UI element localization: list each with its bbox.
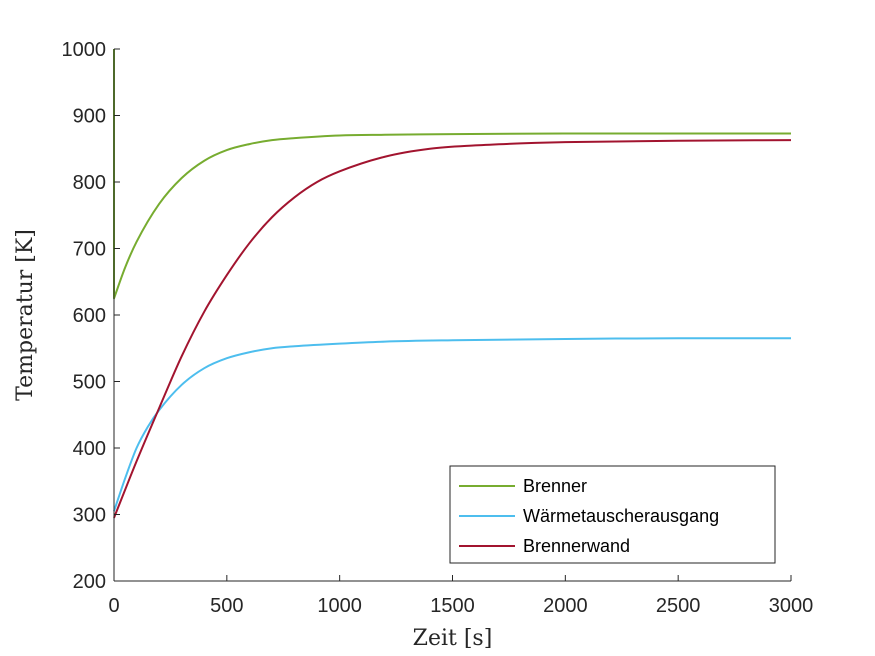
series-line-1	[113, 49, 791, 300]
y-tick-label: 800	[73, 172, 106, 194]
legend-label: Brennerwand	[523, 536, 630, 556]
x-axis-label: Zeit [s]	[413, 626, 493, 651]
y-tick-label: 300	[73, 505, 106, 527]
y-tick-label: 200	[73, 571, 106, 593]
legend-entries: Brenner Wärmetauscherausgang Brennerwand	[459, 476, 719, 556]
y-tick-label: 900	[73, 106, 106, 128]
legend-label: Brenner	[523, 476, 587, 496]
x-tick-label: 2000	[543, 595, 588, 617]
y-tick-label: 1000	[62, 39, 107, 61]
series-layer	[113, 49, 792, 519]
x-tick-label: 0	[108, 595, 119, 617]
series-line-3	[113, 139, 792, 519]
x-tick-label: 1500	[430, 595, 475, 617]
legend: Brenner Wärmetauscherausgang Brennerwand	[449, 465, 776, 564]
y-tick-label: 400	[73, 438, 106, 460]
series-line-2	[113, 337, 791, 512]
x-tick-label: 1000	[317, 595, 362, 617]
y-tick-label: 600	[73, 305, 106, 327]
x-tick-label: 500	[210, 595, 243, 617]
ticks-layer: 0 500 1000 1500 2000 2500 3000 200 300 400 500 600 7…	[62, 39, 814, 617]
y-tick-label: 700	[73, 239, 106, 261]
x-tick-label: 2500	[656, 595, 701, 617]
legend-label: Wärmetauscherausgang	[523, 506, 719, 526]
y-axis-label: Temperatur [K]	[13, 229, 38, 401]
y-tick-label: 500	[73, 372, 106, 394]
x-tick-label: 3000	[769, 595, 814, 617]
